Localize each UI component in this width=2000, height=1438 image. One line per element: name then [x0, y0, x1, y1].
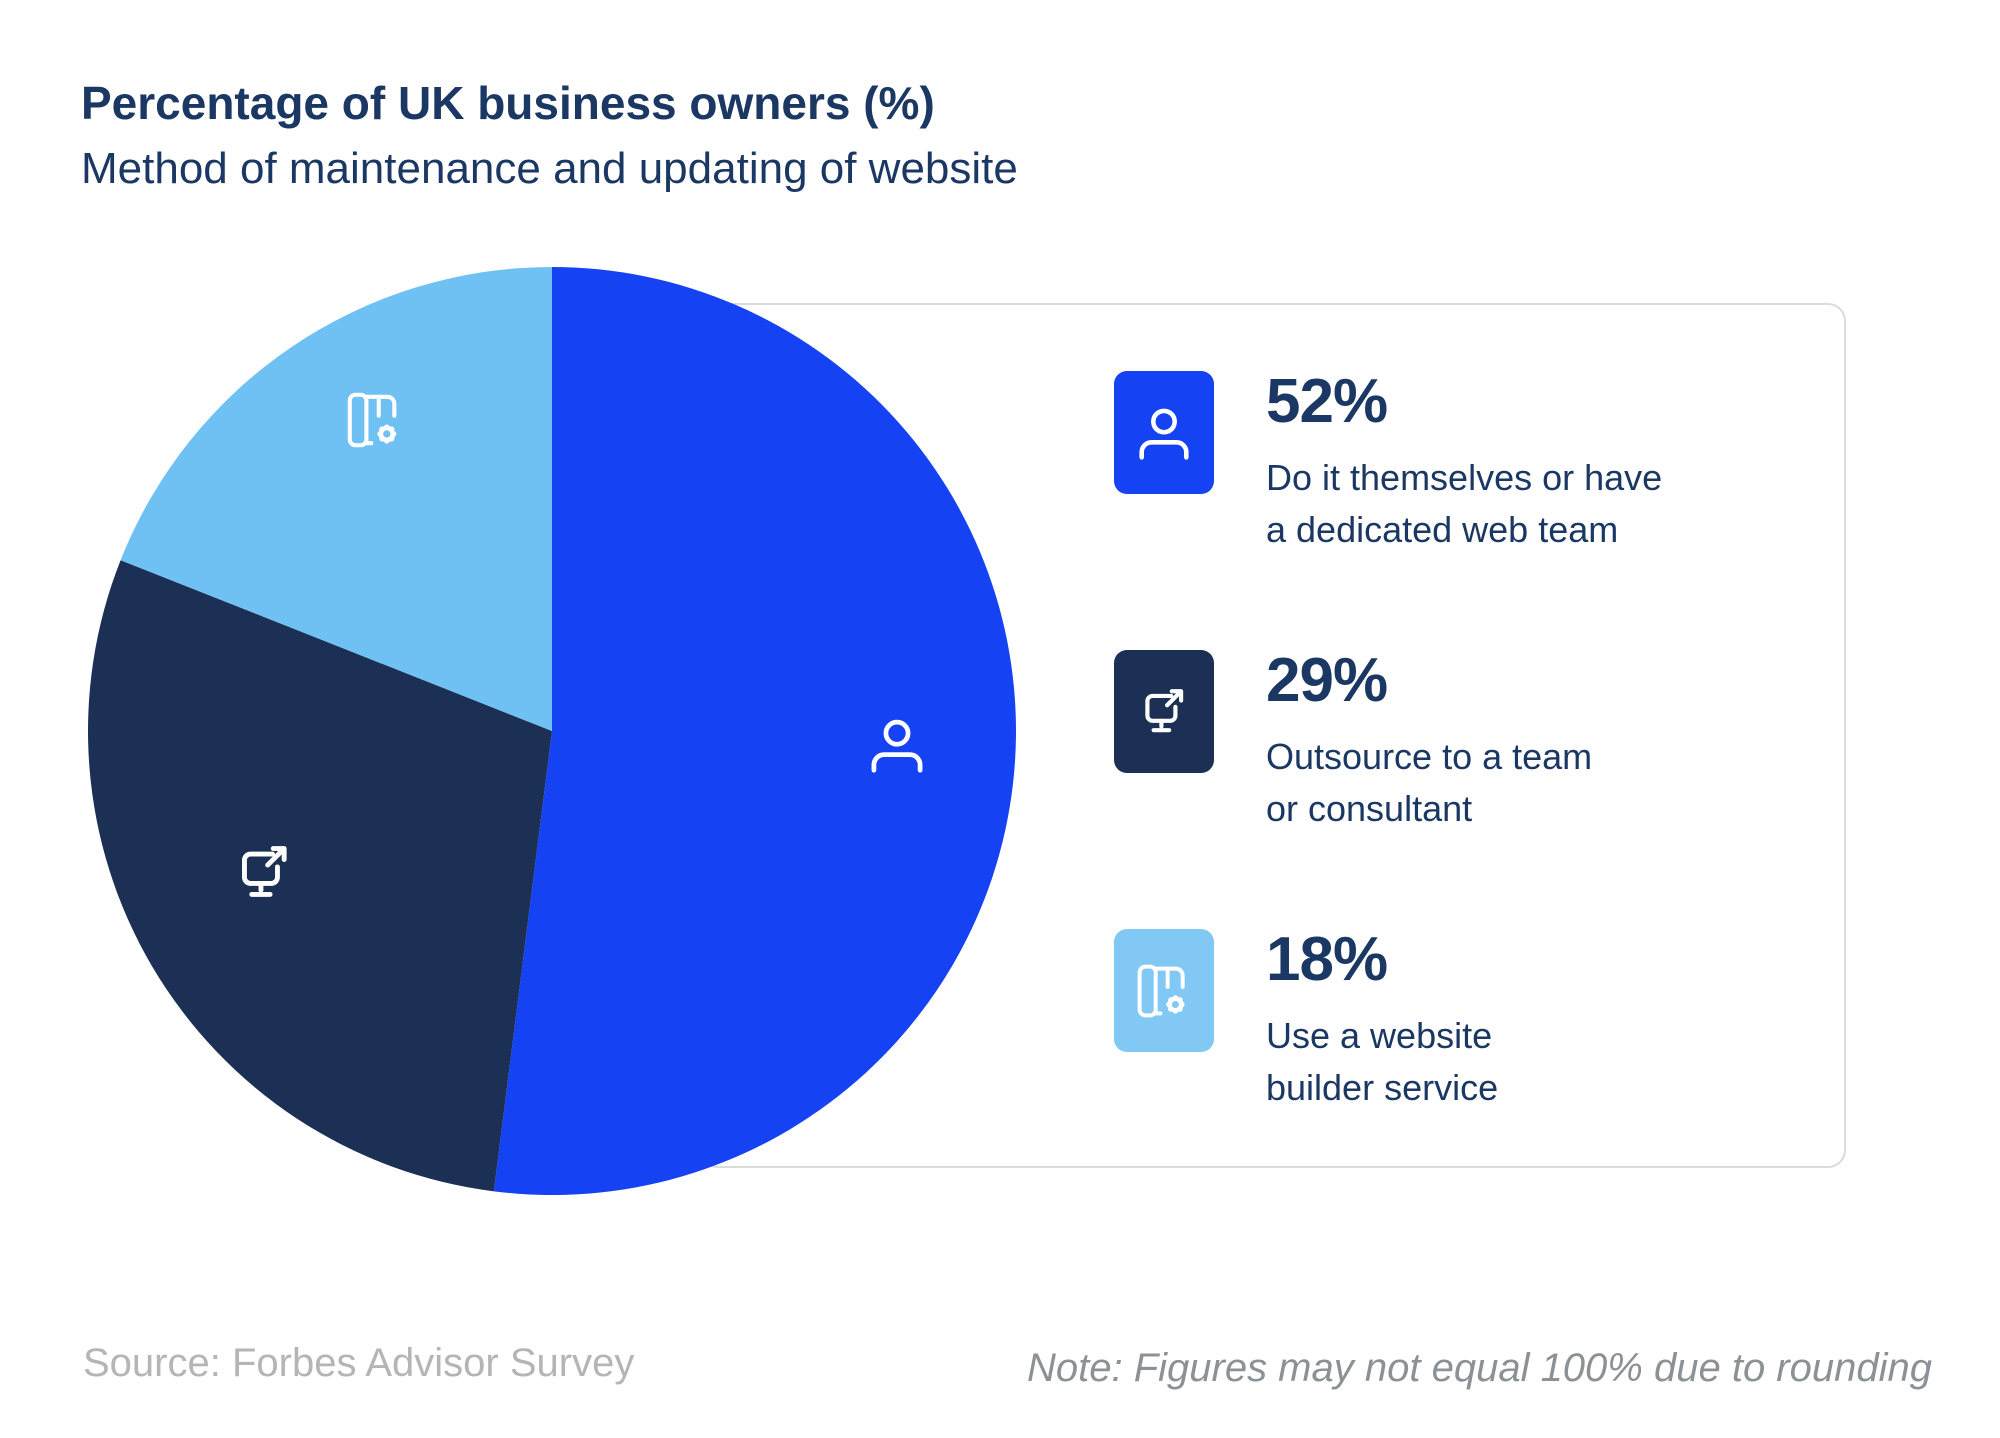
note-text: Note: Figures may not equal 100% due to …: [1026, 1346, 1932, 1390]
legend-description: Do it themselves or have a dedicated web…: [1266, 457, 1663, 550]
legend-description: Use a website builder service: [1266, 1015, 1499, 1108]
legend-item: 18% Use a website builder service: [1114, 929, 1498, 1114]
legend-tile: [1114, 650, 1214, 773]
legend-text: 18% Use a website builder service: [1266, 929, 1498, 1114]
header: Percentage of UK business owners (%) Met…: [81, 76, 1018, 195]
monitor-external-link-icon: [1136, 684, 1192, 740]
legend-tile: [1114, 371, 1214, 494]
pie-slice-1: [88, 560, 552, 1192]
website-builder-gear-icon: [1136, 963, 1192, 1019]
legend-item: 29% Outsource to a team or consultant: [1114, 650, 1592, 835]
legend-percent: 18%: [1266, 925, 1388, 994]
page-subtitle: Method of maintenance and updating of we…: [81, 144, 1018, 193]
legend-item: 52% Do it themselves or have a dedicated…: [1114, 371, 1662, 556]
legend-text: 29% Outsource to a team or consultant: [1266, 650, 1592, 835]
person-icon: [1136, 405, 1192, 461]
legend-percent: 52%: [1266, 367, 1388, 436]
pie-chart: [88, 267, 1016, 1195]
legend-description: Outsource to a team or consultant: [1266, 736, 1593, 829]
pie-slice-2: [120, 267, 552, 731]
legend-text: 52% Do it themselves or have a dedicated…: [1266, 371, 1662, 556]
legend-percent: 29%: [1266, 646, 1388, 715]
source-text: Source: Forbes Advisor Survey: [83, 1341, 635, 1385]
legend-tile: [1114, 929, 1214, 1052]
page-title: Percentage of UK business owners (%): [81, 77, 935, 129]
pie-slice-0: [493, 267, 1016, 1195]
